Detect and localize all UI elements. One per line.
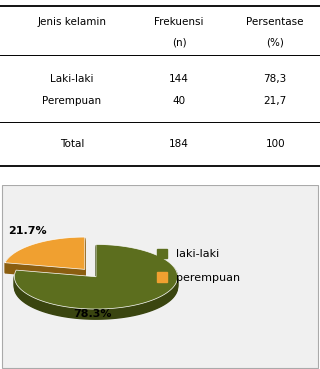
Polygon shape	[5, 237, 85, 269]
Text: Total: Total	[60, 139, 84, 149]
Polygon shape	[14, 251, 178, 315]
Polygon shape	[5, 239, 85, 272]
FancyBboxPatch shape	[2, 186, 318, 368]
Polygon shape	[14, 248, 178, 312]
Polygon shape	[5, 247, 85, 280]
Text: Jenis kelamin: Jenis kelamin	[37, 17, 107, 27]
Polygon shape	[14, 255, 178, 319]
Text: 21.7%: 21.7%	[8, 225, 46, 236]
Polygon shape	[14, 252, 178, 316]
Legend: laki-laki, perempuan: laki-laki, perempuan	[152, 244, 244, 287]
Polygon shape	[14, 245, 178, 310]
Text: Persentase: Persentase	[246, 17, 304, 27]
Text: 40: 40	[172, 96, 186, 107]
Polygon shape	[14, 249, 178, 313]
Polygon shape	[5, 238, 85, 270]
Text: Frekuensi: Frekuensi	[155, 17, 204, 27]
Text: 100: 100	[265, 139, 285, 149]
Polygon shape	[5, 244, 85, 276]
Polygon shape	[5, 245, 85, 277]
Polygon shape	[5, 243, 85, 275]
Text: 184: 184	[169, 139, 189, 149]
Text: (%): (%)	[266, 37, 284, 48]
Text: 78.3%: 78.3%	[74, 308, 112, 319]
Text: (n): (n)	[172, 37, 187, 48]
Polygon shape	[14, 254, 178, 318]
Polygon shape	[14, 244, 178, 309]
Polygon shape	[14, 246, 178, 311]
Polygon shape	[14, 252, 178, 317]
Polygon shape	[5, 242, 85, 275]
Text: 21,7: 21,7	[264, 96, 287, 107]
Text: 144: 144	[169, 74, 189, 85]
Polygon shape	[14, 249, 178, 314]
Text: 78,3: 78,3	[264, 74, 287, 85]
Text: Laki-laki: Laki-laki	[50, 74, 94, 85]
Polygon shape	[5, 241, 85, 273]
Polygon shape	[5, 240, 85, 272]
Polygon shape	[5, 246, 85, 279]
Text: Perempuan: Perempuan	[43, 96, 101, 107]
